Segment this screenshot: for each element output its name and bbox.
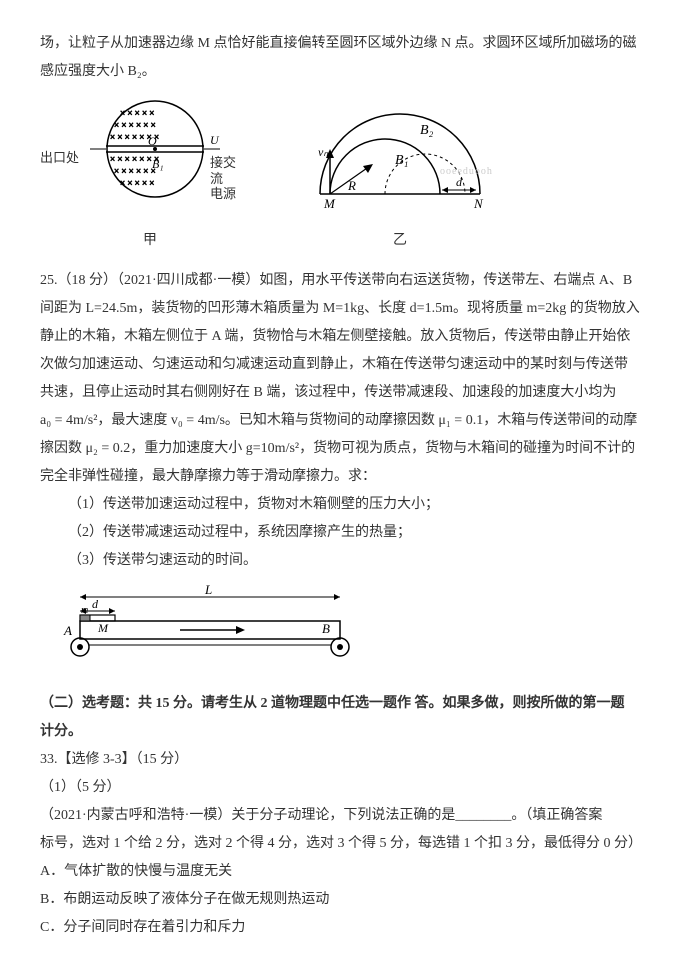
label-R: R <box>347 178 356 193</box>
q25-sub2: （2）传送带减速运动过程中，系统因摩擦产生的热量； <box>40 519 652 547</box>
q33-stem1: （2021·内蒙古呼和浩特·一模）关于分子动理论，下列说法正确的是_______… <box>40 802 652 830</box>
watermark: ooeeduooh <box>440 162 493 182</box>
belt-svg: L d m M A B <box>50 585 360 665</box>
label-U: U <box>210 133 220 147</box>
label-M: M <box>323 196 336 211</box>
intro-line-1: 场，让粒子从加速器边缘 M 点恰好能直接偏转至圆环区域外边缘 N 点。求圆环区域… <box>40 30 652 58</box>
belt-figure: L d m M A B <box>50 585 652 676</box>
q25-head: 25.（18 分）（2021·四川成都·一模）如图，用水平传送带向右运送货物，传… <box>40 267 652 295</box>
q33-optA: A．气体扩散的快慢与温度无关 <box>40 858 652 886</box>
section2-head: （二）选考题：共 15 分。请考生从 2 道物理题中任选一题作 答。如果多做，则… <box>40 690 652 718</box>
q25-sub3: （3）传送带匀速运动的时间。 <box>40 547 652 575</box>
q33-optC: C．分子间同时存在着引力和斥力 <box>40 914 652 942</box>
label-L: L <box>204 585 212 597</box>
label-m: m <box>81 605 88 616</box>
svg-text:× × × × ×: × × × × × <box>120 108 154 118</box>
label-ac-power: 接交流电源 <box>210 155 240 202</box>
q25-p2: 静止的木箱，木箱左侧位于 A 端，货物恰与木箱左侧壁接触。放入货物后，传送带由静… <box>40 323 652 351</box>
label-O: O <box>148 134 157 148</box>
q25-p4: 共速，且停止运动时其右侧刚好在 B 端，该过程中，传送带减速段、加速段的加速度大… <box>40 379 652 407</box>
q25-p6: 擦因数 μ₂ = 0.2，重力加速度大小 g=10m/s²，货物可视为质点，货物… <box>40 435 652 463</box>
svg-text:× × × × × ×: × × × × × × <box>114 166 156 176</box>
svg-text:× × × × ×: × × × × × <box>120 178 154 188</box>
label-A: A <box>63 623 72 638</box>
section2-head2: 计分。 <box>40 718 652 746</box>
label-B1-yi: B₁ <box>395 153 408 168</box>
intro-line-2: 感应强度大小 B₂。 <box>40 58 652 86</box>
q25-p5: a₀ = 4m/s²，最大速度 v₀ = 4m/s。已知木箱与货物间的动摩擦因数… <box>40 407 652 435</box>
label-B1-jia: B₁ <box>152 157 164 171</box>
label-N: N <box>473 196 484 211</box>
caption-yi: 乙 <box>300 227 500 255</box>
figures-row: × × × × × × × × × × × × × × × × × × × × … <box>60 94 652 255</box>
q25-sub1: （1）传送带加速运动过程中，货物对木箱侧壁的压力大小； <box>40 491 652 519</box>
q33-optB: B．布朗运动反映了液体分子在做无规则热运动 <box>40 886 652 914</box>
q25-p7: 完全非弹性碰撞，最大静摩擦力等于滑动摩擦力。求： <box>40 463 652 491</box>
label-d-belt: d <box>92 597 99 611</box>
figure-jia: × × × × × × × × × × × × × × × × × × × × … <box>60 94 240 255</box>
caption-jia: 甲 <box>60 227 240 255</box>
q25-p1: 间距为 L=24.5m，装货物的凹形薄木箱质量为 M=1kg、长度 d=1.5m… <box>40 295 652 323</box>
label-exit: 出口处 <box>40 145 79 171</box>
label-B2: B₂ <box>420 123 434 138</box>
q33-head: 33.【选修 3-3】（15 分） <box>40 746 652 774</box>
q33-stem2: 标号，选对 1 个给 2 分，选对 2 个得 4 分，选对 3 个得 5 分，每… <box>40 830 652 858</box>
q25-p3: 次做匀加速运动、匀速运动和匀减速运动直到静止，木箱在传送带匀速运动中的某时刻与传… <box>40 351 652 379</box>
svg-text:× × × × × ×: × × × × × × <box>114 120 156 130</box>
q33-sub1: （1）（5 分） <box>40 774 652 802</box>
figure-yi-svg: vₘ R B₂ B₁ M N d <box>300 94 500 214</box>
label-M-belt: M <box>97 621 109 635</box>
label-vm: vₘ <box>318 145 331 159</box>
label-B: B <box>322 621 330 636</box>
